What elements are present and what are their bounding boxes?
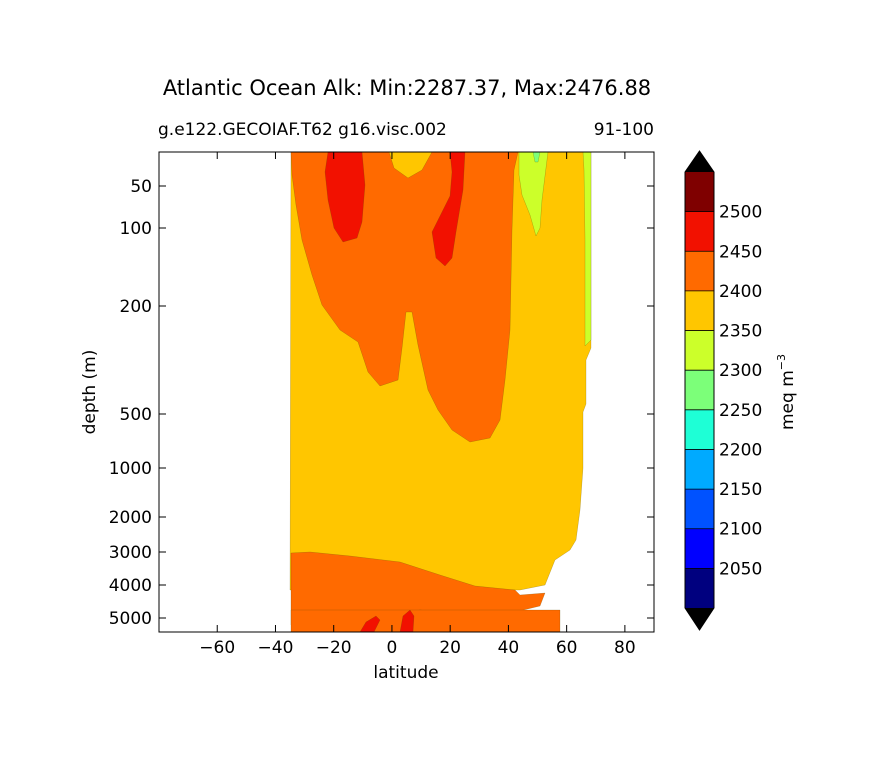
colorbar-extend-top (685, 151, 714, 172)
x-axis: −60 −40 −20 0 20 40 60 80 (199, 152, 636, 658)
plot-frame (158, 151, 655, 633)
x-tick-label: 40 (498, 638, 520, 658)
colorbar-segment (685, 370, 714, 410)
contour-2250-north-spot (532, 152, 541, 163)
colorbar-segment (685, 568, 714, 608)
x-tick-label: 0 (387, 638, 398, 658)
x-axis-label: latitude (373, 663, 438, 683)
contour-2450-bottom-east (399, 609, 415, 632)
colorbar-segment (685, 409, 714, 450)
y-tick-label: 5000 (109, 609, 152, 629)
colorbar-extend-bottom (685, 608, 714, 630)
colorbar-label: meq m−3 (775, 354, 798, 430)
colorbar-tick-label: 2350 (719, 322, 762, 342)
contour-2300-north-surface (518, 152, 549, 237)
x-tick-label: −60 (199, 638, 235, 658)
colorbar-tick-label: 2300 (719, 361, 762, 381)
colorbar-tick-label: 2500 (719, 203, 762, 223)
colorbar: 2050 2100 2150 2200 2250 2300 2350 2400 2450 2500 (684, 150, 762, 631)
y-tick-label: 100 (120, 219, 152, 239)
colorbar-tick-label: 2050 (719, 559, 762, 579)
contour-2450-surface-max (324, 152, 366, 243)
y-tick-label: 1000 (109, 459, 152, 479)
colorbar-segment (685, 330, 714, 371)
y-tick-label: 500 (120, 405, 152, 425)
colorbar-tick-label: 2200 (719, 440, 762, 460)
colorbar-tick-label: 2450 (719, 242, 762, 262)
colorbar-segment (685, 172, 714, 212)
colorbar-tick-label: 2400 (719, 282, 762, 302)
contour-2450-bottom-west (359, 615, 381, 632)
contour-2400-bottom-fill (290, 609, 561, 632)
colorbar-segment (685, 489, 714, 529)
colorbar-segment (685, 211, 714, 252)
y-axis: 50 100 200 500 1000 2000 3000 4000 5000 (109, 177, 654, 629)
colorbar-segment (685, 528, 714, 569)
x-tick-label: 80 (614, 638, 636, 658)
contour-2300-arctic-edge (582, 152, 592, 347)
x-tick-label: 60 (556, 638, 578, 658)
y-axis-label: depth (m) (80, 350, 100, 435)
y-tick-label: 3000 (109, 543, 152, 563)
colorbar-segment (685, 449, 714, 490)
contour-2450-subsurface-max (431, 152, 466, 267)
colorbar-tick-label: 2250 (719, 401, 762, 421)
y-tick-label: 200 (120, 297, 152, 317)
colorbar-tick-label: 2150 (719, 480, 762, 500)
colorbar-tick-label: 2100 (719, 520, 762, 540)
y-tick-label: 4000 (109, 576, 152, 596)
colorbar-outline (684, 150, 715, 631)
x-tick-label: −40 (258, 638, 294, 658)
x-tick-label: 20 (439, 638, 461, 658)
colorbar-segment (685, 290, 714, 331)
colorbar-segment (685, 251, 714, 291)
y-tick-label: 50 (130, 177, 152, 197)
chart-title: Atlantic Ocean Alk: Min:2287.37, Max:247… (162, 76, 652, 100)
plot-area (289, 152, 592, 632)
chart-subtitle-left: g.e122.GECOIAF.T62 g16.visc.002 (158, 120, 447, 140)
x-tick-label: −20 (316, 638, 352, 658)
chart-subtitle-right: 91-100 (593, 120, 654, 140)
y-tick-label: 2000 (109, 508, 152, 528)
